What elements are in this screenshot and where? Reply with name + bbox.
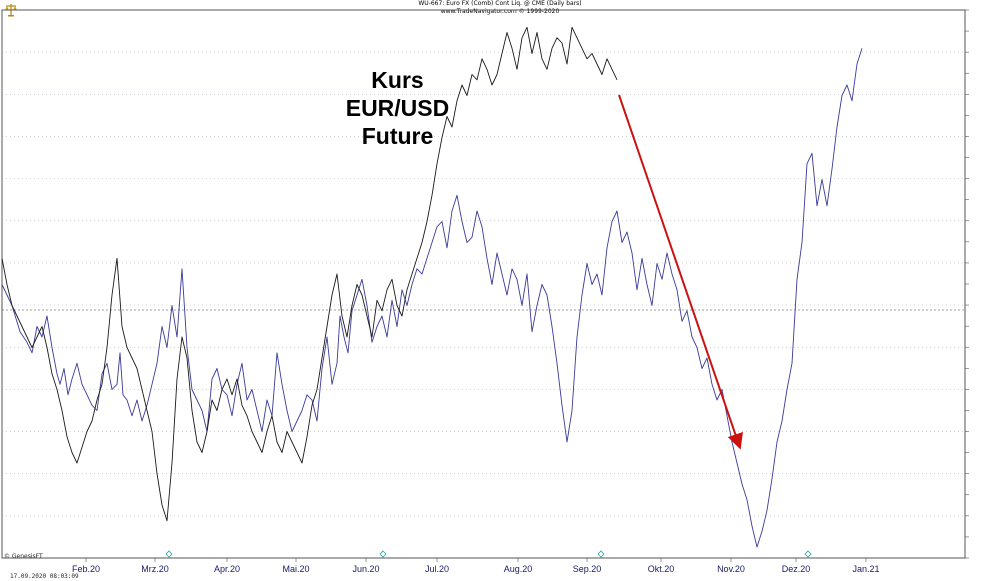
x-tick-label: Mrz.20 bbox=[141, 564, 169, 574]
trend-arrow bbox=[618, 94, 743, 450]
header-source: www.TradeNavigator.com © 1999-2020 bbox=[440, 8, 560, 15]
chart-grid bbox=[1, 9, 969, 559]
source-credit: © GenesisFT bbox=[4, 553, 43, 560]
x-tick-label: Apr.20 bbox=[214, 564, 240, 574]
timestamp: 17.09.2020 08:03:09 bbox=[10, 573, 79, 580]
x-tick-label: Jun.20 bbox=[352, 564, 379, 574]
series-line-2 bbox=[1, 26, 618, 522]
event-marker-icon bbox=[379, 550, 387, 558]
x-tick-label: Mai.20 bbox=[282, 564, 309, 574]
plot-frame bbox=[1, 9, 966, 559]
x-tick-label: Sep.20 bbox=[573, 564, 602, 574]
chart-annotation: Kurs EUR/USD Future bbox=[330, 66, 465, 150]
event-marker-icon bbox=[165, 550, 173, 558]
annotation-line: Kurs bbox=[371, 67, 424, 93]
x-tick-label: Jan.21 bbox=[852, 564, 879, 574]
x-tick-label: Jul.20 bbox=[425, 564, 449, 574]
chart-header: WU-667: Euro FX (Comb) Cont Liq. @ CME (… bbox=[0, 0, 1000, 16]
annotation-line: Future bbox=[361, 123, 434, 149]
x-tick-label: Okt.20 bbox=[648, 564, 675, 574]
header-title: WU-667: Euro FX (Comb) Cont Liq. @ CME (… bbox=[418, 0, 582, 7]
x-tick-label: Nov.20 bbox=[717, 564, 745, 574]
x-axis: Feb.20 Mrz.20 Apr.20 Mai.20 Jun.20 Jul.20 Aug.… bbox=[72, 550, 880, 574]
annotation-line: EUR/USD bbox=[345, 95, 450, 121]
x-tick-label: Feb.20 bbox=[72, 564, 100, 574]
x-tick-label: Dez.20 bbox=[782, 564, 811, 574]
event-marker-icon bbox=[804, 550, 812, 558]
event-marker-icon bbox=[597, 550, 605, 558]
x-tick-label: Aug.20 bbox=[504, 564, 533, 574]
series-layer bbox=[1, 26, 863, 548]
